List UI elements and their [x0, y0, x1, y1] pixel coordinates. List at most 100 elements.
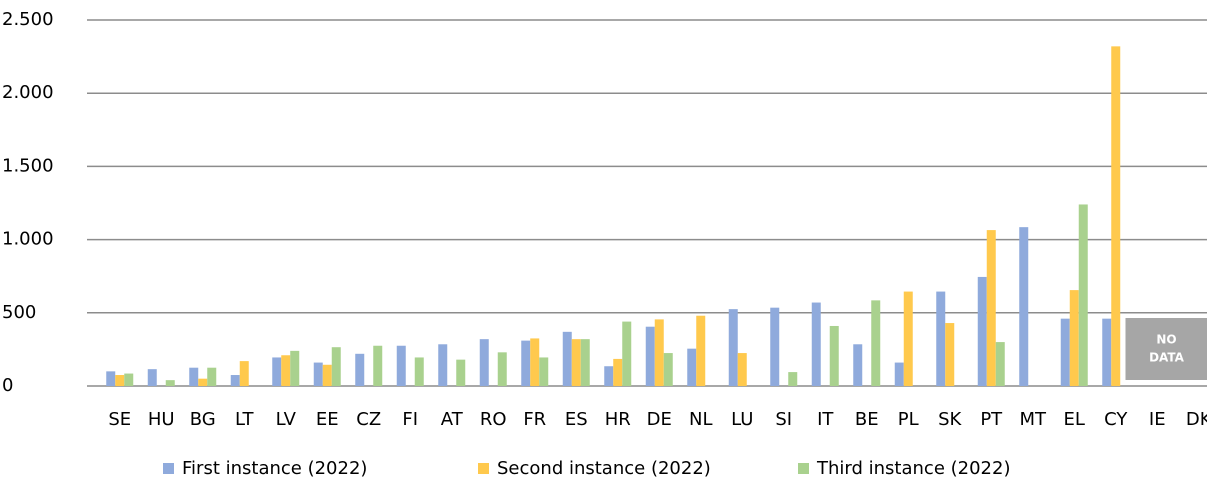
bar [871, 300, 881, 386]
y-tick-label: 0 [2, 375, 13, 396]
bar [829, 325, 839, 386]
bar [696, 315, 706, 386]
bar [331, 347, 341, 386]
x-tick-label: FR [523, 409, 546, 430]
bar [995, 342, 1005, 386]
x-tick-label: AT [441, 409, 464, 430]
y-tick-label: 500 [2, 302, 36, 323]
x-tick-label: SI [775, 409, 792, 430]
bar [290, 350, 300, 386]
legend-swatch [163, 463, 174, 474]
x-tick-label: DK [1186, 409, 1207, 430]
bar [562, 331, 572, 386]
bar [903, 291, 913, 386]
y-tick-label: 2.500 [2, 9, 54, 30]
bar [663, 353, 673, 386]
bar [770, 307, 780, 386]
bar [106, 371, 116, 386]
x-tick-label: LV [276, 409, 297, 430]
y-tick-label: 2.000 [2, 82, 54, 103]
bar [373, 345, 383, 386]
no-data-label: NO [1156, 333, 1176, 347]
bar [1069, 290, 1079, 386]
x-tick-label: SE [108, 409, 131, 430]
bar [355, 353, 365, 386]
bar [811, 302, 821, 386]
legend-label: First instance (2022) [182, 458, 367, 479]
bar [530, 338, 540, 386]
bar [788, 372, 798, 386]
x-tick-label: RO [480, 409, 507, 430]
bar [853, 344, 863, 386]
x-tick-label: FI [402, 409, 418, 430]
bar [654, 319, 664, 386]
x-tick-label: DE [647, 409, 672, 430]
x-tick-label: BE [855, 409, 879, 430]
bar [479, 339, 489, 386]
bar [1060, 318, 1070, 386]
bar [165, 380, 175, 386]
no-data-label: DATA [1149, 351, 1185, 365]
bar [986, 230, 996, 386]
bar [936, 291, 946, 386]
bar [571, 339, 581, 386]
bar [115, 375, 125, 386]
bar [945, 323, 955, 386]
x-tick-label: LT [235, 409, 255, 430]
x-tick-label: HR [605, 409, 631, 430]
x-tick-label: EE [316, 409, 339, 430]
bar [189, 367, 199, 386]
legend-swatch [798, 463, 809, 474]
bar [497, 352, 507, 386]
bar [1019, 227, 1029, 386]
bar [613, 358, 623, 386]
x-tick-label: NL [689, 409, 713, 430]
x-tick-label: IT [817, 409, 834, 430]
bar [728, 309, 738, 386]
x-tick-label: PL [898, 409, 919, 430]
bar [414, 357, 424, 386]
x-tick-label: IE [1149, 409, 1166, 430]
legend-swatch [478, 463, 489, 474]
bar [1102, 318, 1112, 386]
bar [230, 375, 240, 386]
bar [622, 321, 632, 386]
bar [1078, 204, 1088, 386]
x-tick-label: CY [1104, 409, 1128, 430]
bar [272, 357, 282, 386]
x-tick-label: BG [190, 409, 216, 430]
no-data-box [1125, 318, 1207, 380]
bar [147, 369, 157, 386]
x-tick-label: CZ [356, 409, 381, 430]
bar [322, 364, 332, 386]
bar [438, 344, 448, 386]
bar [281, 355, 291, 386]
bar [894, 362, 904, 386]
bar [645, 326, 655, 386]
x-tick-label: LU [731, 409, 753, 430]
bar [521, 340, 531, 386]
bar [313, 362, 323, 386]
x-tick-label: MT [1019, 409, 1047, 430]
y-tick-label: 1.500 [2, 155, 54, 176]
bar [580, 339, 590, 386]
x-tick-label: HU [148, 409, 175, 430]
bar [977, 276, 987, 386]
bar [124, 373, 134, 386]
bar [539, 357, 549, 386]
bar [604, 366, 614, 386]
bar [687, 348, 697, 386]
x-tick-label: ES [565, 409, 588, 430]
legend-label: Third instance (2022) [816, 458, 1010, 479]
bar [396, 345, 406, 386]
y-tick-label: 1.000 [2, 229, 54, 250]
bar [456, 359, 466, 386]
legend-label: Second instance (2022) [497, 458, 711, 479]
bar [1111, 46, 1121, 387]
bar [198, 378, 208, 386]
bar [207, 367, 217, 386]
x-tick-label: PT [980, 409, 1003, 430]
bar [239, 361, 249, 386]
bar [737, 353, 747, 386]
